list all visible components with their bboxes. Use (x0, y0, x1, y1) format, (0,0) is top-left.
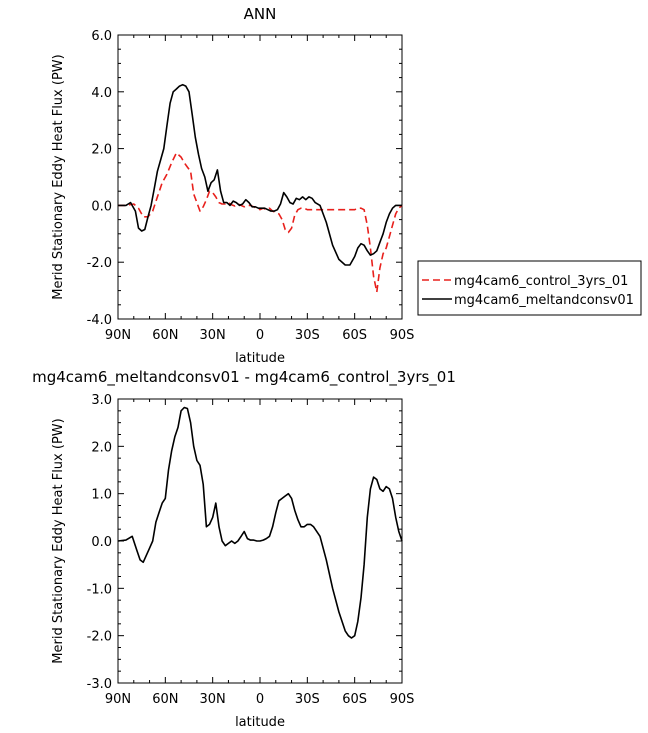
bottom-series-line-0 (117, 406, 403, 639)
top-x-tick-label: 0 (256, 328, 264, 343)
bottom-x-tick-label: 90S (390, 692, 415, 707)
top-x-tick-label: 60S (342, 328, 367, 343)
top-y-tick-label: 4.0 (91, 86, 112, 101)
bottom-chart-panel: mg4cam6_meltandconsv01 - mg4cam6_control… (32, 368, 456, 730)
bottom-y-tick-label: -2.0 (87, 630, 112, 645)
top-series-lines (118, 83, 403, 293)
top-y-tick-label: 0.0 (91, 199, 112, 214)
top-series-line-0 (118, 152, 403, 293)
bottom-x-tick-label: 30S (295, 692, 320, 707)
top-y-tick-label: 2.0 (91, 143, 112, 158)
top-x-tick-label: 90S (390, 328, 415, 343)
legend-label-meltandconsv: mg4cam6_meltandconsv01 (454, 293, 634, 308)
bottom-y-tick-label: 1.0 (91, 488, 112, 503)
legend-box (417, 260, 642, 316)
bottom-y-tick-label: -1.0 (87, 582, 112, 597)
bottom-chart-title: mg4cam6_meltandconsv01 - mg4cam6_control… (32, 368, 456, 387)
bottom-y-tick-label: 3.0 (91, 393, 112, 408)
legend: mg4cam6_control_3yrs_01 mg4cam6_meltandc… (417, 260, 642, 316)
top-y-axis-label: Merid Stationary Eddy Heat Flux (PW) (51, 54, 66, 299)
legend-label-control: mg4cam6_control_3yrs_01 (454, 274, 628, 289)
bottom-series-lines (117, 406, 403, 639)
bottom-y-tick-label: -3.0 (87, 677, 112, 692)
top-plot-frame (117, 34, 403, 320)
top-x-tick-label: 60N (152, 328, 178, 343)
top-x-tick-label: 30S (295, 328, 320, 343)
bottom-x-tick-label: 0 (256, 692, 264, 707)
bottom-x-tick-label: 30N (200, 692, 226, 707)
top-y-tick-label: -4.0 (87, 313, 112, 328)
top-axes: 90N 60N 30N 0 30S 60S 90S 6.0 4.0 2.0 0.0 -2.0 -4.0 (87, 29, 415, 343)
top-chart-title: ANN (244, 5, 277, 23)
top-series-line-1 (118, 83, 402, 266)
bottom-y-axis-label: Merid Stationary Eddy Heat Flux (PW) (51, 418, 66, 663)
bottom-axes: 90N 60N 30N 0 30S 60S 90S 3.0 2.0 1.0 0.0 -1.0 -2.0 -… (87, 393, 415, 707)
bottom-x-tick-label: 90N (105, 692, 131, 707)
top-x-axis-label: latitude (235, 351, 285, 366)
bottom-x-tick-label: 60S (342, 692, 367, 707)
top-y-tick-label: 6.0 (91, 29, 112, 44)
bottom-x-tick-label: 60N (152, 692, 178, 707)
top-y-tick-label: -2.0 (87, 256, 112, 271)
top-x-tick-label: 30N (200, 328, 226, 343)
bottom-y-tick-label: 2.0 (91, 440, 112, 455)
top-chart-panel: ANN 90N 60N 30N 0 30S 60S 90S 6.0 4.0 2.0 0.0 -2.0 -… (51, 5, 642, 366)
bottom-x-axis-label: latitude (235, 715, 285, 730)
top-x-tick-label: 90N (105, 328, 131, 343)
bottom-y-tick-label: 0.0 (91, 535, 112, 550)
